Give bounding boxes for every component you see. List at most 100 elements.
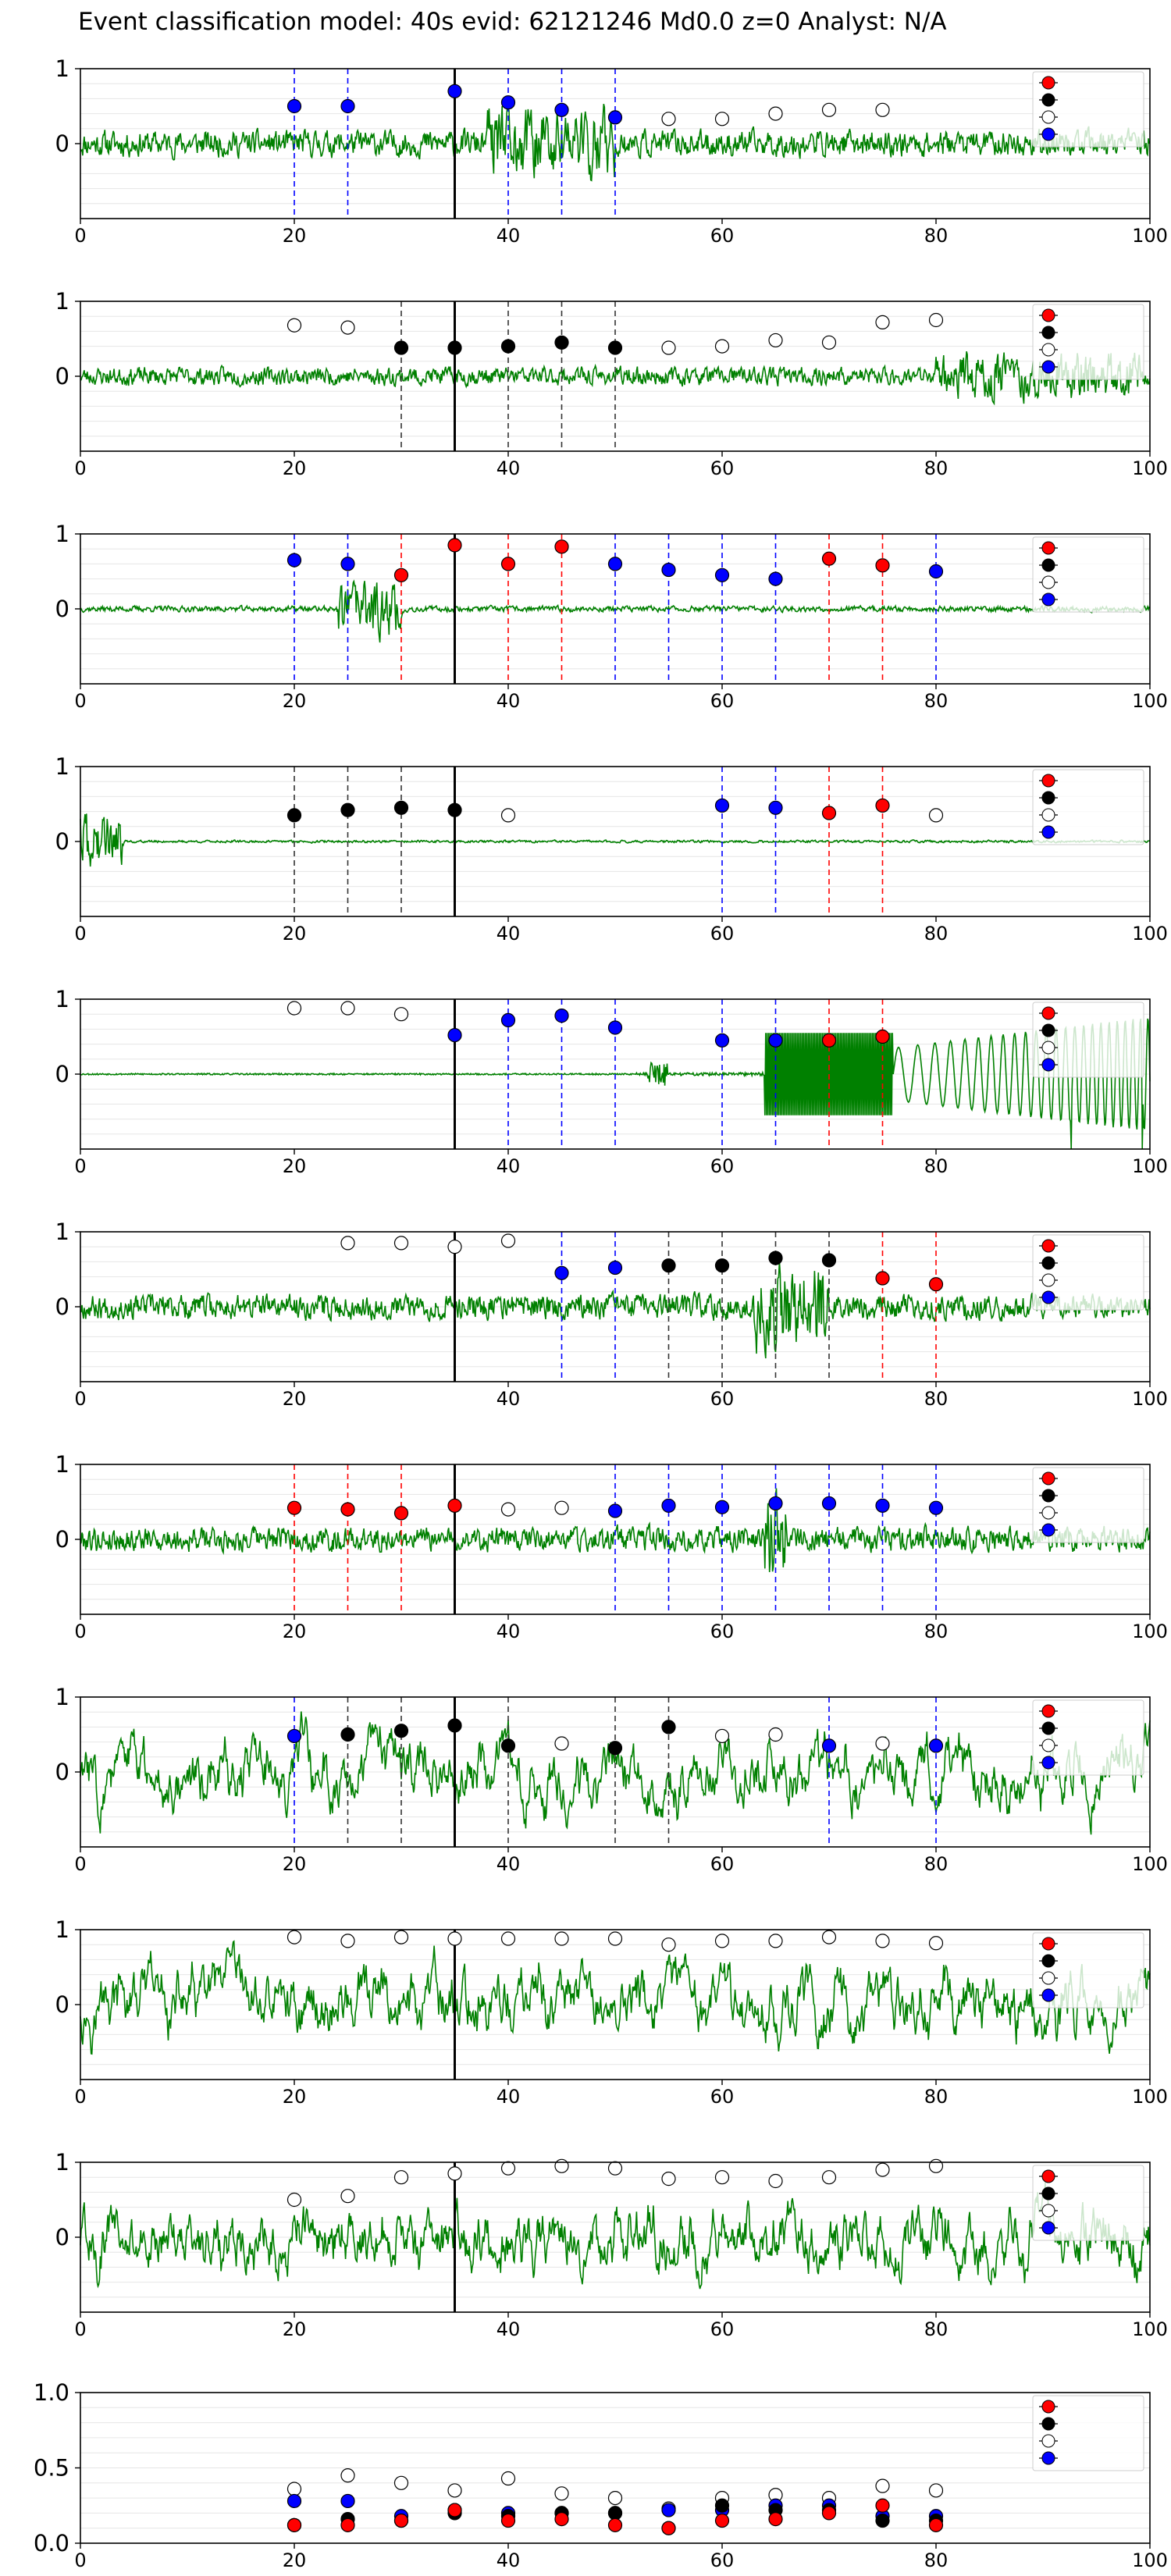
prob-marker-no (500, 1502, 516, 1517)
legend-marker-su (1041, 541, 1055, 555)
x-tick-label: 80 (924, 2086, 949, 2108)
panel-8: 0 20 40 60 80 100 0 1 (55, 1916, 1168, 2108)
y-tick-label: 0 (55, 1061, 69, 1087)
prob-marker-no (928, 312, 944, 328)
legend-frame (1032, 2165, 1144, 2241)
prob-marker-exp (661, 562, 676, 578)
prob-marker-no (875, 102, 890, 117)
prob-marker-no (821, 335, 837, 350)
x-tick-label: 0 (74, 690, 86, 712)
x-tick-label: 80 (924, 2549, 949, 2571)
waveform-trace-4 (80, 1018, 1151, 1150)
prob-marker-no (928, 1936, 944, 1951)
x-tick-label: 100 (1132, 225, 1168, 247)
prob-marker-no (340, 1934, 355, 1948)
y-tick-label: 0 (55, 130, 69, 157)
y-tick-label: 1 (55, 55, 69, 82)
x-tick-label: 20 (283, 2086, 307, 2108)
prob-marker-no (661, 112, 676, 126)
y-tick-label: 1.0 (34, 2379, 69, 2406)
figure-suptitle: Event classification model: 40s evid: 62… (78, 8, 947, 36)
prob-marker-eq (500, 339, 516, 354)
y-tick-label: 1 (55, 1451, 69, 1478)
prob-marker-eq (393, 800, 409, 815)
prob-marker-exp (714, 568, 730, 582)
prob-marker-eq (287, 808, 302, 823)
prob-marker-exp (340, 98, 355, 114)
prob-marker-no (393, 1236, 409, 1251)
x-tick-label: 100 (1132, 1155, 1168, 1177)
y-tick-label: 0 (55, 1759, 69, 1785)
prob-marker-exp (340, 557, 355, 571)
prob-marker-eq (607, 340, 623, 355)
legend-marker-su (1041, 1471, 1055, 1485)
x-tick-label: 80 (924, 457, 949, 479)
y-tick-label: 0 (55, 1991, 69, 2018)
legend-2 (1032, 536, 1144, 613)
panel-5: 0 20 40 60 80 100 0 1 (55, 1219, 1168, 1410)
prob-marker-no (768, 2173, 783, 2189)
x-tick-label: 80 (924, 690, 949, 712)
legend-9 (1032, 2165, 1144, 2241)
prob-marker-no (714, 1728, 730, 1744)
prob-marker-su (554, 539, 569, 554)
y-tick-label: 0 (55, 363, 69, 390)
prob-marker-no (393, 2170, 409, 2185)
mean-marker-su (821, 2506, 837, 2521)
legend-marker-no (1041, 2434, 1055, 2448)
mean-marker-no (875, 2478, 890, 2493)
legend-frame (1032, 1234, 1144, 1311)
y-tick-label: 1 (55, 288, 69, 315)
prob-marker-exp (661, 1498, 676, 1513)
prob-marker-su (447, 1498, 462, 1513)
waveform-trace-3 (80, 813, 1151, 867)
mean-marker-no (928, 2483, 944, 2498)
mean-marker-su (447, 2503, 462, 2517)
x-tick-label: 100 (1132, 923, 1168, 945)
prob-marker-no (607, 1931, 623, 1946)
prob-marker-eq (447, 802, 462, 817)
prob-marker-no (554, 2158, 569, 2173)
x-tick-label: 40 (497, 1621, 521, 1642)
prob-marker-su (821, 806, 837, 820)
legend-marker-eq (1041, 1023, 1055, 1037)
prob-marker-exp (928, 564, 944, 579)
legend-marker-exp (1041, 360, 1055, 374)
y-tick-label: 0.5 (34, 2455, 69, 2482)
prob-marker-no (768, 1727, 783, 1742)
prob-marker-eq (607, 1741, 623, 1756)
legend-marker-su (1041, 774, 1055, 788)
x-tick-label: 100 (1132, 2549, 1168, 2571)
legend-marker-eq (1041, 558, 1055, 572)
prob-marker-eq (661, 1258, 676, 1273)
prob-marker-no (340, 1001, 355, 1016)
prob-marker-exp (714, 798, 730, 813)
x-tick-label: 20 (283, 1621, 307, 1642)
legend-marker-exp (1041, 2221, 1055, 2235)
prob-marker-no (821, 2170, 837, 2185)
mean-marker-su (287, 2517, 302, 2532)
prob-marker-exp (500, 95, 516, 110)
x-tick-label: 100 (1132, 690, 1168, 712)
legend-marker-exp (1041, 1523, 1055, 1537)
legend-marker-no (1041, 1971, 1055, 1985)
x-tick-label: 0 (74, 1155, 86, 1177)
prob-marker-su (821, 551, 837, 566)
panel-6: 0 20 40 60 80 100 0 1 (55, 1451, 1168, 1642)
mean-marker-su (393, 2513, 409, 2528)
prob-marker-no (875, 1736, 890, 1751)
legend-marker-no (1041, 575, 1055, 589)
y-tick-label: 1 (55, 1916, 69, 1943)
mean-marker-no (340, 2468, 355, 2483)
prob-marker-eq (500, 1738, 516, 1753)
prob-marker-exp (821, 1496, 837, 1511)
legend-marker-su (1041, 2400, 1055, 2414)
prob-marker-su (875, 798, 890, 813)
prob-marker-eq (714, 1258, 730, 1273)
legend-marker-no (1041, 808, 1055, 822)
panel-4: 0 20 40 60 80 100 0 1 (55, 986, 1168, 1177)
legend-4 (1032, 1002, 1144, 1078)
legend-frame (1032, 536, 1144, 613)
